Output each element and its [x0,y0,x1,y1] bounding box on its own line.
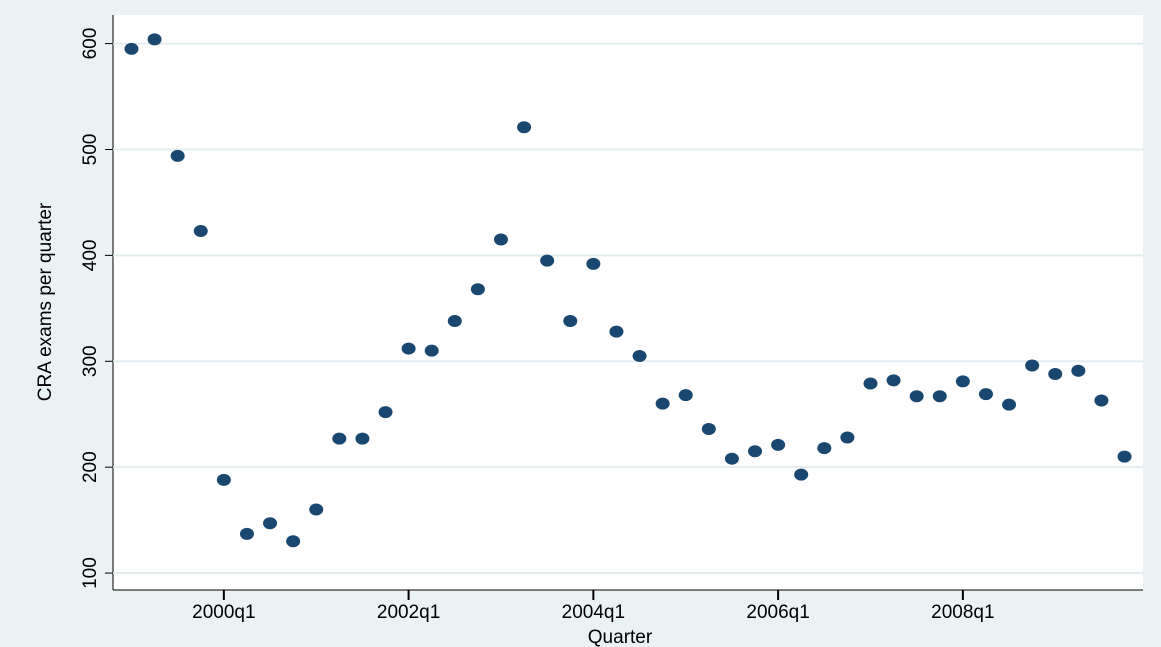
point [124,42,139,55]
point [678,389,693,402]
x-tick-label: 2002q1 [377,602,440,623]
point [771,438,786,451]
point [401,342,416,355]
point [701,423,716,436]
x-tick-label: 2000q1 [192,602,255,623]
point [863,377,878,390]
point [1071,364,1086,377]
point [886,374,901,387]
x-tick-label: 2008q1 [931,602,994,623]
x-tick-label: 2006q1 [746,602,809,623]
point [540,254,555,267]
point [632,349,647,362]
point [424,344,439,357]
point [586,257,601,270]
point [563,315,578,328]
point [1002,398,1017,411]
point [355,432,370,445]
point [517,121,532,134]
point [840,431,855,444]
point [332,432,347,445]
y-tick-label: 200 [80,451,101,483]
point [286,535,301,548]
point [470,283,485,296]
y-tick-label: 100 [80,557,101,589]
point [724,452,739,465]
point [978,388,993,401]
point [909,390,924,403]
point [1048,367,1063,380]
y-axis-label: CRA exams per quarter [35,202,56,401]
point [309,503,324,516]
point [216,473,231,486]
point [193,225,208,238]
y-tick-label: 300 [80,345,101,377]
point [263,517,278,530]
point [1117,450,1132,463]
point [1094,394,1109,407]
point [493,233,508,246]
point [655,397,670,410]
y-tick-label: 400 [80,240,101,272]
point [239,527,254,540]
point [794,468,809,481]
x-tick-label: 2004q1 [562,602,625,623]
point [1025,359,1040,372]
point [147,33,162,46]
point [932,390,947,403]
point [817,442,832,455]
x-axis-label: Quarter [588,627,653,647]
point [447,315,462,328]
y-tick-label: 600 [80,28,101,60]
plot-area [113,15,1143,590]
point [609,325,624,338]
point [170,149,185,162]
y-tick-label: 500 [80,134,101,166]
point [748,445,763,458]
point [378,406,393,419]
point [955,375,970,388]
